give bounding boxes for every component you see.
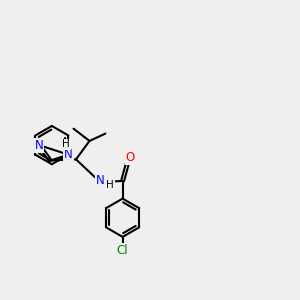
- Text: N: N: [34, 139, 43, 152]
- Text: Cl: Cl: [117, 244, 128, 257]
- Text: O: O: [126, 151, 135, 164]
- Text: N: N: [96, 174, 105, 188]
- Text: N: N: [64, 148, 73, 161]
- Text: H: H: [106, 180, 114, 190]
- Text: H: H: [62, 140, 70, 149]
